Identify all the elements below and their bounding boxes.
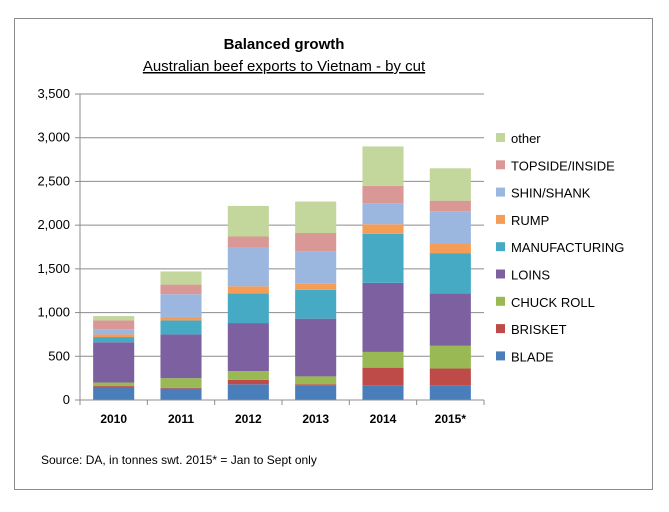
bar-segment [295, 318, 337, 377]
bar-segment [295, 384, 337, 386]
bar-segment [429, 368, 471, 386]
bar-segment [160, 316, 202, 321]
x-axis-ticks: 2010 2011 2012 2013 2014 2015* [79, 400, 485, 426]
y-axis-ticks: 0 500 1,000 1,500 2,000 2,500 3,000 3,500 [37, 86, 80, 407]
y-tick-label: 2,000 [37, 217, 70, 232]
y-tick-label: 500 [48, 348, 70, 363]
y-tick-label: 1,500 [37, 261, 70, 276]
y-tick-label: 3,000 [37, 130, 70, 145]
bars [93, 146, 471, 400]
chart-title: Balanced growth [224, 36, 345, 53]
bar-segment [295, 283, 337, 290]
x-tick-label: 2010 [100, 412, 127, 426]
bar-segment [227, 384, 269, 400]
bar-segment [362, 224, 404, 234]
legend-label: MANUFACTURING [511, 240, 624, 255]
bar-segment [429, 168, 471, 201]
bar-segment [93, 386, 135, 400]
bar-segment [429, 293, 471, 346]
bar-segment [429, 385, 471, 400]
bar-segment [362, 233, 404, 283]
bar-segment [160, 334, 202, 379]
bar-segment [93, 386, 135, 387]
bar-segment [227, 293, 269, 324]
legend-swatch [496, 187, 505, 197]
bar-segment [362, 203, 404, 225]
legend-label: other [511, 131, 541, 146]
y-tick-label: 1,000 [37, 305, 70, 320]
bar-segment [295, 289, 337, 319]
bar-segment [93, 329, 135, 335]
bar-segment [160, 387, 202, 389]
legend-swatch [496, 351, 505, 361]
bar-segment [227, 371, 269, 380]
legend: other TOPSIDE/INSIDE SHIN/SHANK RUMP MANUFAC… [496, 131, 624, 364]
x-tick-label: 2011 [168, 412, 194, 426]
bar-segment [160, 284, 202, 295]
bar-segment [227, 205, 269, 237]
legend-swatch [496, 269, 505, 279]
legend-swatch [496, 324, 505, 334]
legend-swatch [496, 160, 505, 170]
x-tick-label: 2013 [302, 412, 329, 426]
bar-segment [295, 376, 337, 385]
y-tick-label: 0 [63, 392, 70, 407]
source-note: Source: DA, in tonnes swt. 2015* = Jan t… [41, 453, 317, 467]
bar-segment [429, 253, 471, 294]
legend-label: RUMP [511, 213, 549, 228]
bar-segment [295, 251, 337, 284]
bar-segment [93, 342, 135, 383]
bar-segment [93, 334, 135, 338]
bar-segment [160, 271, 202, 285]
bar-segment [362, 146, 404, 186]
y-tick-label: 3,500 [37, 86, 70, 101]
bar-segment [362, 367, 404, 386]
legend-label: SHIN/SHANK [511, 186, 591, 201]
bar-segment [93, 320, 135, 330]
axes [79, 94, 484, 401]
bar-segment [362, 385, 404, 400]
legend-label: TOPSIDE/INSIDE [511, 158, 615, 173]
bar-segment [429, 243, 471, 254]
bar-segment [160, 294, 202, 317]
bar-segment [160, 320, 202, 335]
bar-segment [362, 185, 404, 204]
bar-segment [295, 201, 337, 234]
bar-segment [227, 247, 269, 287]
legend-label: BLADE [511, 349, 554, 364]
legend-label: CHUCK ROLL [511, 295, 595, 310]
legend-label: BRISKET [511, 322, 567, 337]
x-tick-label: 2014 [370, 412, 397, 426]
x-tick-label: 2015* [435, 412, 467, 426]
bar-segment [362, 351, 404, 368]
legend-swatch [496, 133, 505, 142]
bar-segment [362, 282, 404, 352]
x-tick-label: 2012 [235, 412, 262, 426]
gridlines [80, 93, 484, 357]
bar-segment [295, 385, 337, 400]
bar-segment [429, 200, 471, 212]
y-tick-label: 2,500 [37, 173, 70, 188]
legend-swatch [496, 214, 505, 224]
bar-segment [93, 337, 135, 343]
chart-subtitle: Australian beef exports to Vietnam - by … [143, 58, 426, 75]
bar-segment [429, 211, 471, 244]
bar-segment [93, 316, 135, 321]
bar-segment [295, 233, 337, 252]
legend-swatch [496, 242, 505, 252]
bar-segment [227, 286, 269, 294]
legend-label: LOINS [511, 268, 550, 283]
legend-swatch [496, 296, 505, 306]
bar-segment [227, 323, 269, 372]
bar-segment [429, 345, 471, 369]
bar-segment [227, 379, 269, 385]
bar-segment [160, 388, 202, 400]
bar-segment [93, 382, 135, 387]
bar-segment [160, 378, 202, 388]
bar-segment [227, 236, 269, 248]
